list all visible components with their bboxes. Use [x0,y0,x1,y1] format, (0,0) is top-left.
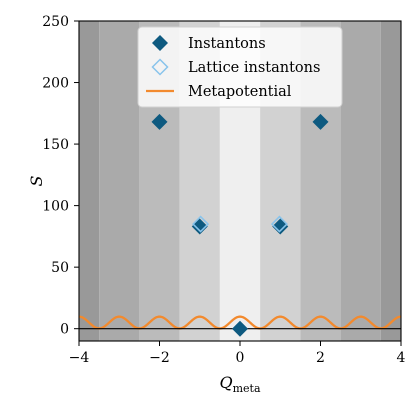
legend-box [137,26,343,108]
background-band-8 [380,21,401,341]
x-axis-label-subscript: meta [233,382,261,395]
instanton-point-3 [272,218,289,235]
instanton-point-2 [232,320,248,337]
legend: Instantons Lattice instantons Metapotentia… [137,26,343,108]
metapotential-curve [78,315,402,330]
y-tick-label: 200 [42,76,69,92]
y-tick-label: 50 [51,260,69,276]
legend-label: Lattice instantons [188,60,320,76]
background-band-1 [99,21,140,341]
legend-marker-instantons [152,35,168,51]
metapotential-layer [78,315,402,330]
y-tick-label: 250 [42,14,69,30]
x-tick-label: 0 [236,350,245,366]
legend-label: Metapotential [188,84,292,100]
y-tick-label: 0 [60,322,69,338]
y-tick-label: 150 [42,137,69,153]
legend-label: Instantons [188,36,266,52]
x-axis-label: Qmeta [219,373,260,395]
x-tick-label: 2 [316,350,325,366]
legend-marker-lattice-instantons [151,58,169,76]
y-axis-label: S [27,175,46,186]
background-band-7 [340,21,381,341]
y-tick-label: 100 [42,199,69,215]
lattice-instanton-point-0 [191,215,210,233]
lattice-instanton-point-1 [270,215,289,233]
x-tick-label: −4 [69,350,90,366]
data-points [151,113,329,337]
x-tick-label: −2 [149,350,170,366]
instanton-point-4 [312,113,329,130]
x-tick-label: 4 [397,350,406,366]
instanton-point-0 [151,113,168,130]
background-band-0 [79,21,100,341]
axis-ticks: −4 −2 0 2 4 0 50 100 150 200 250 [42,14,405,366]
x-axis-label-main: Q [219,373,232,392]
instanton-point-1 [191,218,208,235]
